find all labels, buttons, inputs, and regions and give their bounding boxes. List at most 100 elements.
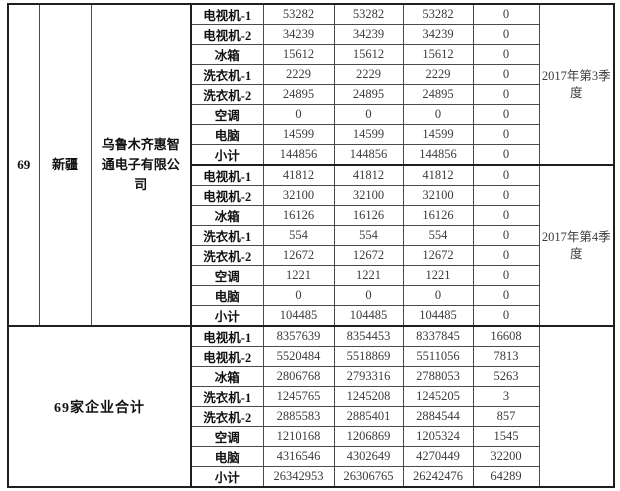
product-cell: 洗衣机-2: [190, 245, 264, 266]
total-label-cell: 69家企业合计: [7, 325, 192, 488]
product-cell: 洗衣机-1: [190, 64, 264, 85]
product-cell: 洗衣机-2: [190, 84, 264, 105]
value-cell: 12672: [402, 245, 474, 266]
diff-value-cell: 3: [472, 386, 540, 407]
product-cell: 电视机-2: [190, 24, 264, 45]
value-cell: 0: [262, 104, 335, 125]
value-cell: 34239: [402, 24, 474, 45]
diff-value-cell: 0: [472, 185, 540, 206]
value-cell: 1245765: [262, 386, 335, 407]
value-cell: 53282: [262, 3, 335, 25]
diff-value-cell: 0: [472, 84, 540, 105]
report-body: 69 新疆 乌鲁木齐惠智通电子有限公司 电视机-1 53282 53282 53282 0 20…: [7, 3, 615, 488]
diff-value-cell: 0: [472, 3, 540, 25]
product-cell: 小计: [190, 305, 264, 327]
table-row: 电视机-2 34239 34239 34239 0: [8, 24, 614, 45]
value-cell: 53282: [333, 3, 404, 25]
region-cell: 新疆: [38, 3, 92, 327]
value-cell: 1206869: [333, 426, 404, 447]
value-cell: 16126: [402, 205, 474, 226]
value-cell: 41812: [333, 164, 404, 186]
value-cell: 41812: [262, 164, 335, 186]
value-cell: 2884544: [402, 406, 474, 427]
product-cell: 电脑: [190, 446, 264, 467]
diff-value-cell: 5263: [472, 366, 540, 387]
product-cell: 冰箱: [190, 44, 264, 65]
value-cell: 15612: [262, 44, 335, 65]
value-cell: 41812: [402, 164, 474, 186]
product-cell: 空调: [190, 426, 264, 447]
diff-value-cell: 0: [472, 24, 540, 45]
company-cell: 乌鲁木齐惠智通电子有限公司: [90, 3, 192, 327]
value-cell: 26342953: [262, 466, 335, 488]
diff-value-cell: 0: [472, 104, 540, 125]
row-number-cell: 69: [7, 3, 40, 327]
value-cell: 34239: [262, 24, 335, 45]
period-cell: 2017年第4季度: [538, 164, 615, 327]
product-cell: 冰箱: [190, 366, 264, 387]
value-cell: 5518869: [333, 346, 404, 367]
table-row: 小计 144856 144856 144856 0: [8, 144, 614, 166]
value-cell: 14599: [402, 124, 474, 145]
value-cell: 8357639: [262, 325, 335, 347]
value-cell: 2788053: [402, 366, 474, 387]
diff-value-cell: 1545: [472, 426, 540, 447]
diff-value-cell: 0: [472, 144, 540, 166]
diff-value-cell: 0: [472, 265, 540, 286]
table-row: 空调 0 0 0 0: [8, 104, 614, 125]
value-cell: 0: [333, 285, 404, 306]
diff-value-cell: 0: [472, 64, 540, 85]
value-cell: 554: [333, 225, 404, 246]
value-cell: 24895: [333, 84, 404, 105]
table-row: 冰箱 16126 16126 16126 0: [8, 205, 614, 226]
value-cell: 16126: [262, 205, 335, 226]
diff-value-cell: 0: [472, 164, 540, 186]
product-cell: 空调: [190, 265, 264, 286]
value-cell: 24895: [402, 84, 474, 105]
period-cell: 2017年第3季度: [538, 3, 615, 166]
table-row: 电脑 14599 14599 14599 0: [8, 124, 614, 145]
value-cell: 104485: [402, 305, 474, 327]
table-row: 69 新疆 乌鲁木齐惠智通电子有限公司 电视机-1 53282 53282 53282 0 20…: [7, 3, 615, 327]
value-cell: 1210168: [262, 426, 335, 447]
value-cell: 12672: [262, 245, 335, 266]
product-cell: 电视机-1: [190, 164, 264, 186]
table-row: 69家企业合计 电视机-1 8357639 8354453 8337845 16608: [7, 325, 615, 488]
sales-report-table: 69 新疆 乌鲁木齐惠智通电子有限公司 电视机-1 53282 53282 53282 0 20…: [7, 3, 615, 488]
value-cell: 1221: [333, 265, 404, 286]
diff-value-cell: 0: [472, 225, 540, 246]
value-cell: 16126: [333, 205, 404, 226]
value-cell: 2229: [402, 64, 474, 85]
value-cell: 15612: [402, 44, 474, 65]
product-cell: 电视机-2: [190, 346, 264, 367]
value-cell: 144856: [402, 144, 474, 166]
value-cell: 8337845: [402, 325, 474, 347]
period-cell: [538, 325, 615, 488]
value-cell: 2885583: [262, 406, 335, 427]
value-cell: 5511056: [402, 346, 474, 367]
product-cell: 空调: [190, 104, 264, 125]
value-cell: 1245208: [333, 386, 404, 407]
table-row: 电视机-2 32100 32100 32100 0: [8, 185, 614, 206]
product-cell: 电视机-1: [190, 325, 264, 347]
product-cell: 冰箱: [190, 205, 264, 226]
diff-value-cell: 0: [472, 44, 540, 65]
table-row: 小计 104485 104485 104485 0: [8, 305, 614, 327]
value-cell: 12672: [333, 245, 404, 266]
value-cell: 14599: [262, 124, 335, 145]
table-row: 洗衣机-2 24895 24895 24895 0: [8, 84, 614, 105]
value-cell: 14599: [333, 124, 404, 145]
value-cell: 26242476: [402, 466, 474, 488]
value-cell: 104485: [262, 305, 335, 327]
value-cell: 2806768: [262, 366, 335, 387]
value-cell: 104485: [333, 305, 404, 327]
value-cell: 32100: [333, 185, 404, 206]
diff-value-cell: 0: [472, 285, 540, 306]
value-cell: 0: [402, 104, 474, 125]
value-cell: 24895: [262, 84, 335, 105]
value-cell: 554: [402, 225, 474, 246]
value-cell: 0: [402, 285, 474, 306]
diff-value-cell: 857: [472, 406, 540, 427]
table-row: 电视机-1 41812 41812 41812 0 2017年第4季度: [8, 164, 615, 327]
